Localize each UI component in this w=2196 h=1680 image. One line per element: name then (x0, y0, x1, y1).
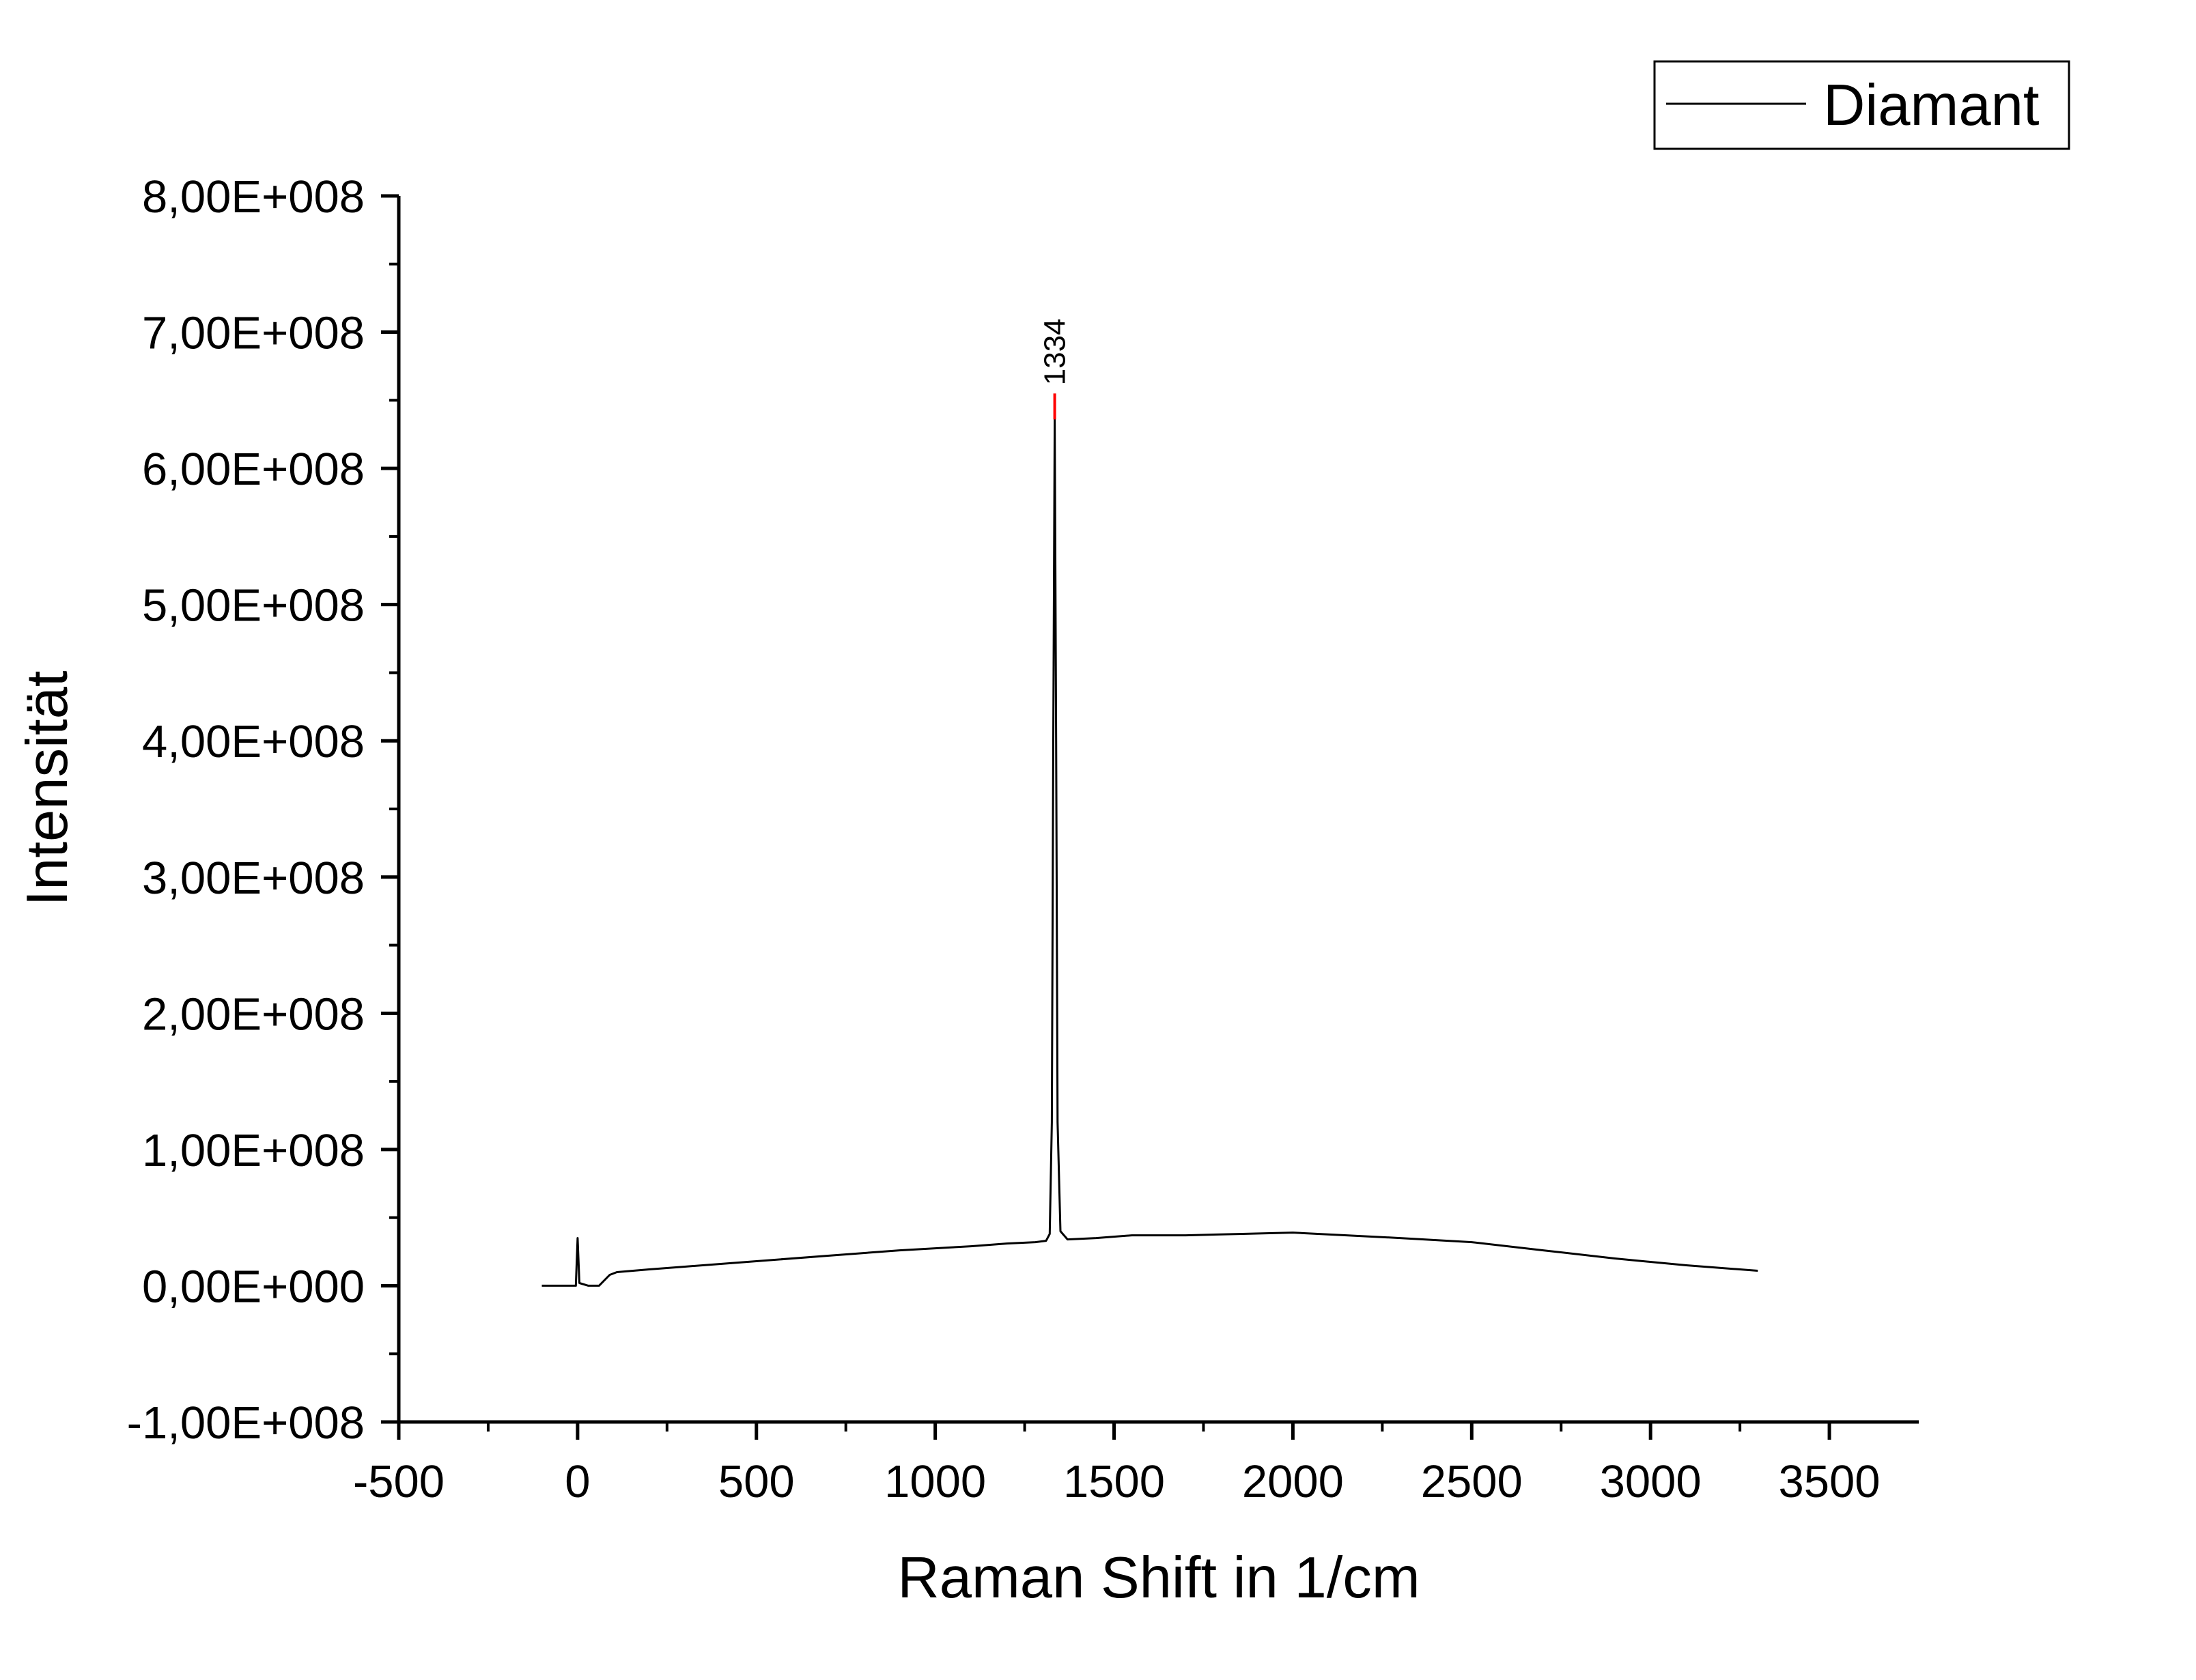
y-axis-title: Intensität (15, 671, 80, 907)
x-tick-label: 500 (718, 1456, 795, 1507)
x-tick-label: 2500 (1421, 1456, 1523, 1507)
y-tick-label: 0,00E+000 (142, 1261, 365, 1312)
x-tick-label: 1500 (1063, 1456, 1165, 1507)
legend-box (1653, 60, 2070, 150)
legend-label: Diamant (1823, 73, 2040, 138)
y-axis-ticks: -1,00E+008 0,00E+000 1,00E+008 2,00E+008 3,0… (127, 171, 399, 1449)
x-axis-ticks: -500 0 500 1000 1500 2000 2500 3000 3500 (353, 1422, 1881, 1507)
annotation-layer: 1334 (1039, 318, 1072, 420)
series-line (541, 418, 1758, 1287)
y-tick-label: 7,00E+008 (142, 308, 365, 359)
y-tick-label: 3,00E+008 (142, 853, 365, 904)
legend: Diamant (1653, 60, 2070, 150)
x-tick-label: -500 (353, 1456, 445, 1507)
peak-label: 1334 (1039, 318, 1072, 385)
x-axis-title: Raman Shift in 1/cm (897, 1546, 1420, 1610)
y-tick-label: -1,00E+008 (127, 1397, 365, 1449)
y-tick-label: 8,00E+008 (142, 171, 365, 223)
x-tick-label: 2000 (1242, 1456, 1344, 1507)
y-tick-label: 2,00E+008 (142, 988, 365, 1040)
x-tick-label: 1000 (884, 1456, 986, 1507)
y-tick-label: 5,00E+008 (142, 580, 365, 631)
y-tick-label: 6,00E+008 (142, 444, 365, 495)
y-tick-label: 1,00E+008 (142, 1125, 365, 1176)
x-tick-label: 3000 (1600, 1456, 1702, 1507)
series-layer (541, 418, 1758, 1287)
y-tick-label: 4,00E+008 (142, 716, 365, 767)
x-tick-label: 0 (565, 1456, 590, 1507)
x-tick-label: 3500 (1779, 1456, 1881, 1507)
